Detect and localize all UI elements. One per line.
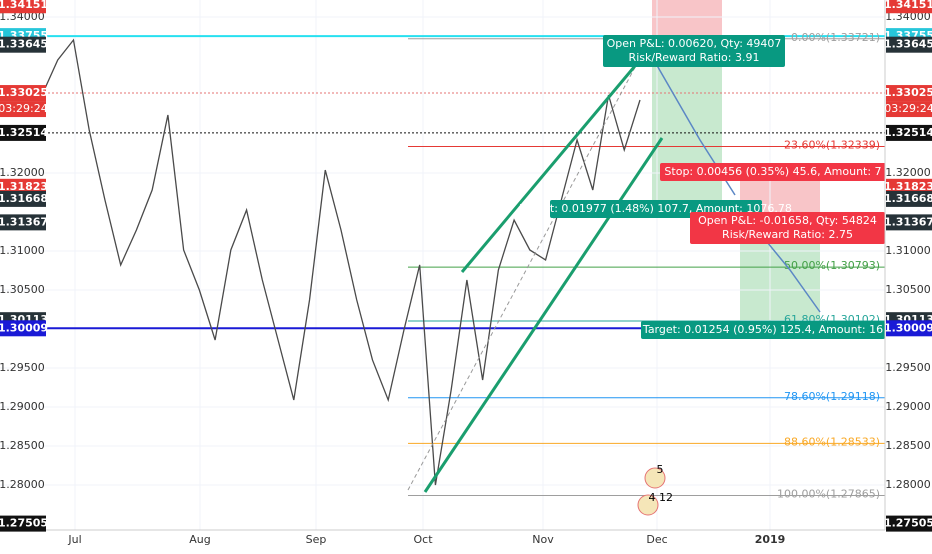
- countdown-tag: [886, 101, 932, 118]
- price-tag: [886, 85, 932, 102]
- y-tick-label: 1.31000: [885, 244, 931, 257]
- price-tag: [886, 515, 932, 532]
- price-tag: [0, 124, 46, 141]
- price-tag-text: 1.33025: [884, 86, 932, 99]
- fib-label: 0.00%(1.33721): [791, 31, 880, 44]
- price-tag: [886, 214, 932, 231]
- x-tick-label: 2019: [755, 533, 786, 546]
- price-tag: [0, 515, 46, 532]
- position-text: Target: 0.01254 (0.95%) 125.4, Amount: 1…: [642, 323, 883, 336]
- y-tick-label: 1.28000: [0, 478, 45, 491]
- price-tag-text: 1.27505: [884, 517, 932, 530]
- fib-label: 23.60%(1.32339): [784, 139, 880, 152]
- countdown-text: 03:29:24: [884, 102, 932, 115]
- price-tag: [0, 36, 46, 53]
- price-tag-text: 1.34151: [884, 0, 932, 11]
- position-text: Open P&L: -0.01658, Qty: 54824: [698, 214, 877, 227]
- y-tick-label: 1.34000: [0, 10, 45, 23]
- price-tag-text: 1.31367: [884, 215, 932, 228]
- y-tick-label: 1.28000: [885, 478, 931, 491]
- position-text: Risk/Reward Ratio: 3.91: [629, 51, 760, 64]
- x-tick-label: Dec: [646, 533, 667, 546]
- y-tick-label: 1.32000: [0, 166, 45, 179]
- channel-line: [423, 137, 664, 493]
- y-tick-label: 1.30500: [885, 283, 931, 296]
- price-tag: [886, 0, 932, 14]
- price-tag: [0, 178, 46, 195]
- event-icon: [644, 467, 666, 489]
- position-text: Open P&L: 0.00620, Qty: 49407: [607, 37, 782, 50]
- fib-label: 78.60%(1.29118): [784, 390, 880, 403]
- y-tick-label: 1.31000: [0, 244, 45, 257]
- event-label: 4: [649, 491, 656, 504]
- position-box: [603, 35, 785, 67]
- channel-line: [460, 59, 642, 273]
- price-tag-text: 1.27505: [0, 517, 48, 530]
- price-tag-text: 1.31367: [0, 215, 48, 228]
- price-tag: [886, 178, 932, 195]
- y-tick-label: 1.32000: [885, 166, 931, 179]
- price-tag-text: 1.33025: [0, 86, 48, 99]
- position-box: [660, 163, 886, 181]
- event-label: 12: [659, 491, 673, 504]
- price-tag-text: 1.32514: [884, 126, 932, 139]
- y-tick-label: 1.29000: [885, 400, 931, 413]
- price-tag: [886, 124, 932, 141]
- countdown-tag: [0, 101, 46, 118]
- price-tag: [0, 0, 46, 14]
- price-tag-text: 1.31823: [884, 180, 932, 193]
- y-tick-label: 1.34000: [885, 10, 931, 23]
- y-tick-label: 1.30500: [0, 283, 45, 296]
- price-tag: [0, 214, 46, 231]
- x-tick-label: Aug: [189, 533, 210, 546]
- price-tag-text: 1.33645: [884, 38, 932, 51]
- y-tick-label: 1.28500: [885, 439, 931, 452]
- y-tick-label: 1.29500: [0, 361, 45, 374]
- y-tick-label: 1.28500: [0, 439, 45, 452]
- position-box: [690, 212, 885, 244]
- fib-trend: [407, 57, 641, 491]
- price-tag-text: 1.31823: [0, 180, 48, 193]
- x-tick-label: Jul: [67, 533, 81, 546]
- price-tag-text: 1.31668: [0, 192, 48, 205]
- price-tag: [886, 36, 932, 53]
- price-tag-text: 1.30009: [884, 321, 932, 334]
- x-tick-label: Sep: [306, 533, 327, 546]
- countdown-text: 03:29:24: [0, 102, 48, 115]
- price-tag-text: 1.32514: [0, 126, 48, 139]
- price-line-series: [41, 38, 641, 486]
- price-tag-text: 1.31668: [884, 192, 932, 205]
- price-tag-text: 1.33645: [0, 38, 48, 51]
- price-tag: [886, 190, 932, 207]
- event-label: 5: [657, 463, 664, 476]
- x-tick-label: Nov: [532, 533, 554, 546]
- position-box: [641, 321, 885, 339]
- price-tag-text: 1.34151: [0, 0, 48, 11]
- fib-label: 100.00%(1.27865): [777, 488, 880, 501]
- price-tag: [886, 320, 932, 337]
- price-tag: [0, 85, 46, 102]
- y-tick-label: 1.29500: [885, 361, 931, 374]
- event-icon: [637, 494, 659, 516]
- fib-label: 88.60%(1.28533): [784, 435, 880, 448]
- price-tag: [0, 190, 46, 207]
- y-tick-label: 1.29000: [0, 400, 45, 413]
- target-zone: [652, 62, 722, 207]
- price-tag-text: 1.30009: [0, 321, 48, 334]
- fib-label: 50.00%(1.30793): [784, 259, 880, 272]
- position-text: Stop: 0.00456 (0.35%) 45.6, Amount: 7: [664, 165, 881, 178]
- position-text: Target: 0.01977 (1.48%) 107.7, Amount: 1…: [519, 202, 792, 215]
- position-text: Risk/Reward Ratio: 2.75: [722, 228, 853, 241]
- price-tag: [0, 320, 46, 337]
- x-tick-label: Oct: [413, 533, 433, 546]
